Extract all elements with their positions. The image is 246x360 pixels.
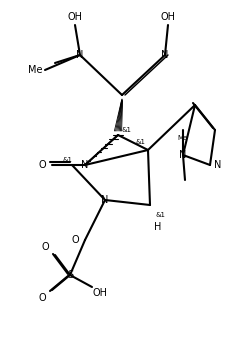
Text: Me: Me	[28, 65, 42, 75]
Text: N: N	[76, 50, 84, 60]
Text: Me: Me	[178, 135, 188, 141]
Text: OH: OH	[92, 288, 108, 298]
Text: N: N	[81, 160, 89, 170]
Text: O: O	[38, 160, 46, 170]
Text: O: O	[41, 242, 49, 252]
Text: &1: &1	[155, 212, 165, 218]
Text: N: N	[179, 150, 187, 160]
Text: OH: OH	[160, 12, 175, 22]
Text: OH: OH	[67, 12, 82, 22]
Text: &1: &1	[135, 139, 145, 145]
Text: S: S	[67, 270, 73, 280]
Text: &1: &1	[62, 157, 72, 163]
Text: O: O	[38, 293, 46, 303]
Text: O: O	[71, 235, 79, 245]
Text: H: H	[154, 222, 162, 232]
Text: N: N	[161, 50, 169, 60]
Text: &1: &1	[121, 127, 131, 133]
Text: N: N	[101, 195, 109, 205]
Text: N: N	[214, 160, 222, 170]
